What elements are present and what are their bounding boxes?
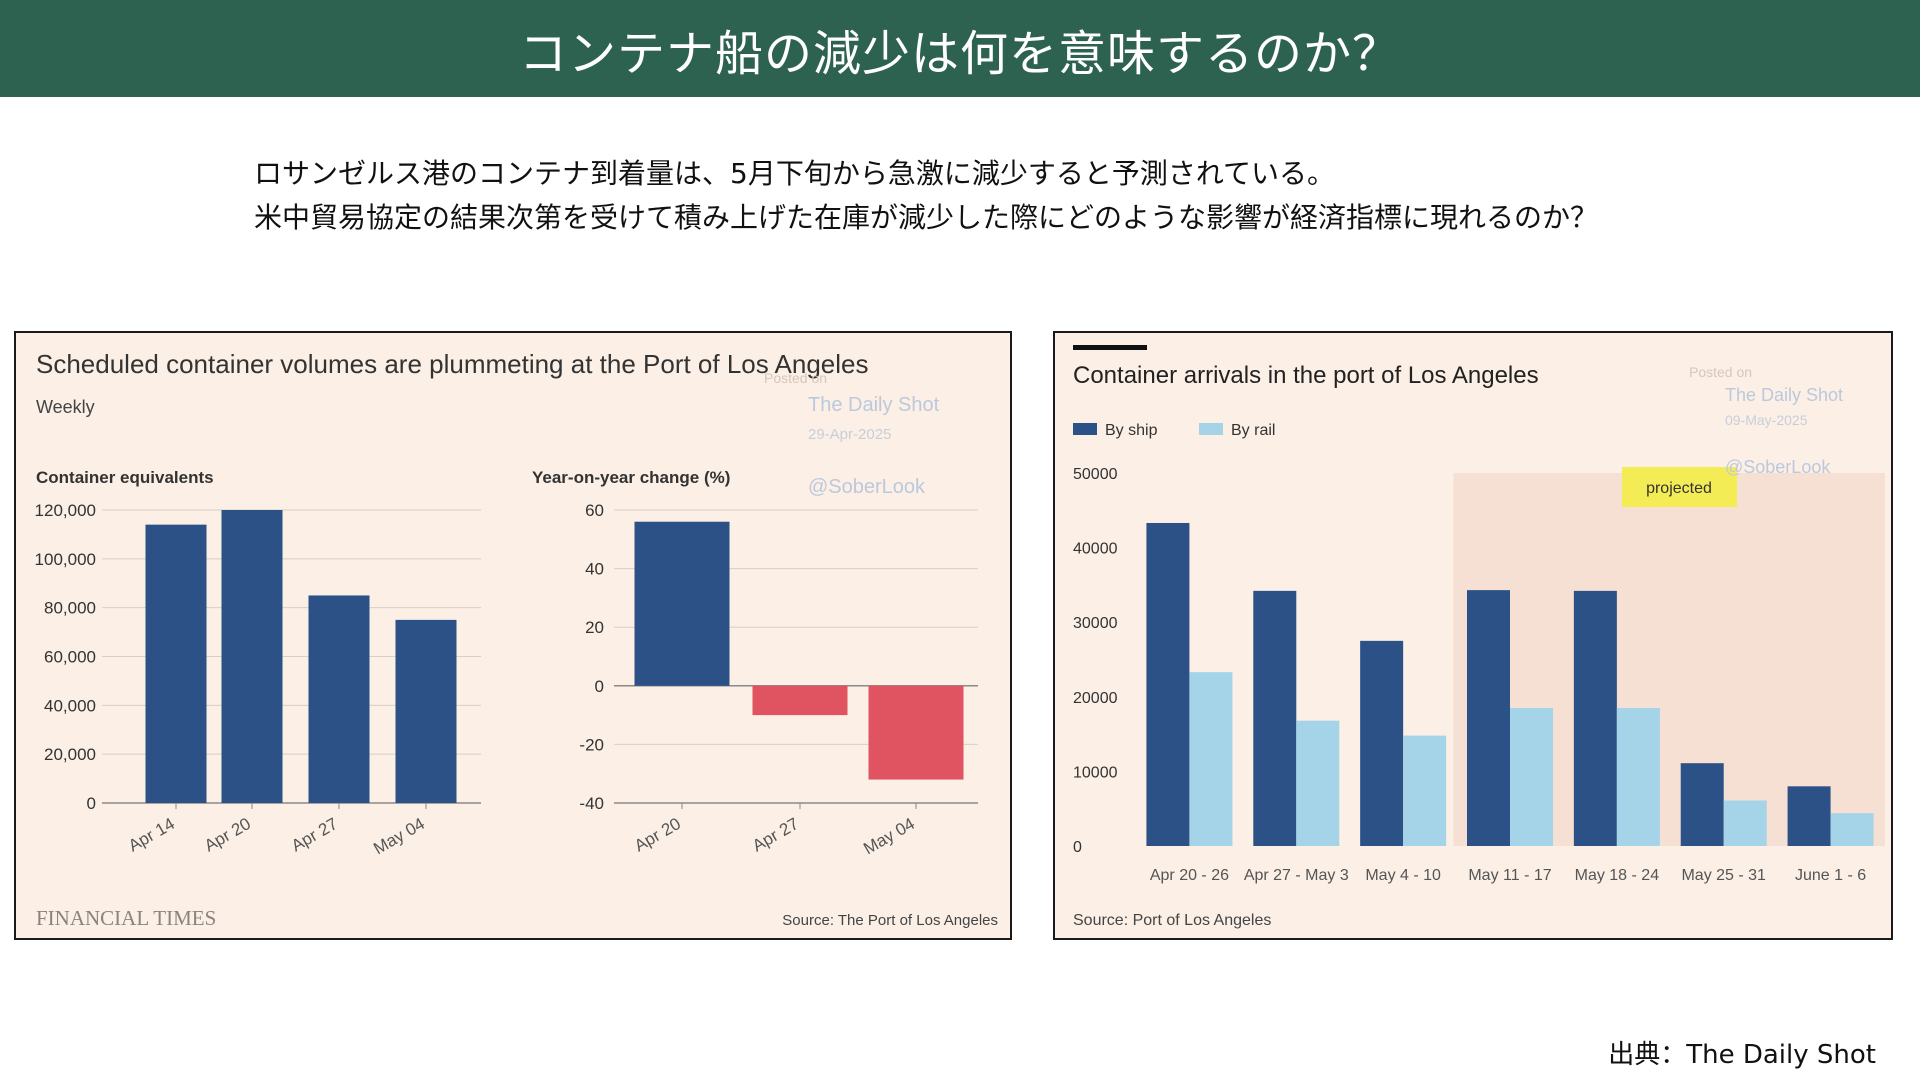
ft-watermark-date: 29-Apr-2025 <box>808 426 891 443</box>
ft-watermark-site: The Daily Shot <box>808 394 940 416</box>
yoy-x-tick-label: Apr 20 <box>631 814 684 856</box>
volumes-x-tick-label: May 04 <box>370 814 428 858</box>
volumes-bar <box>221 510 283 803</box>
arrivals-bar-by-ship <box>1146 522 1190 846</box>
yoy-y-tick-label: -20 <box>579 735 604 754</box>
yoy-y-tick-label: 40 <box>585 560 604 579</box>
arrivals-x-tick-label: Apr 20 - 26 <box>1150 867 1229 884</box>
volumes-y-tick-label: 120,000 <box>35 501 96 520</box>
arrivals-source: Source: Port of Los Angeles <box>1073 912 1271 929</box>
arrivals-x-tick-label: Apr 27 - May 3 <box>1244 867 1349 884</box>
arrivals-y-tick-label: 50000 <box>1073 466 1118 483</box>
volumes-y-tick-label: 100,000 <box>35 550 96 569</box>
legend-swatch-by-ship <box>1073 423 1097 435</box>
arrivals-chart-panel: Container arrivals in the port of Los An… <box>1053 331 1893 940</box>
arrivals-bar-by-ship <box>1467 590 1510 846</box>
arrivals-x-tick-label: May 11 - 17 <box>1468 867 1551 884</box>
arrivals-watermark-posted-on: Posted on <box>1689 364 1752 380</box>
ft-right-axis-title: Year-on-year change (%) <box>532 468 730 487</box>
volumes-y-tick-label: 20,000 <box>44 745 96 764</box>
legend-label-by-rail: By rail <box>1231 422 1275 439</box>
legend-label-by-ship: By ship <box>1105 422 1158 439</box>
intro-text: ロサンゼルス港のコンテナ到着量は、5月下旬から急激に減少すると予測されている。 … <box>254 152 1874 240</box>
volumes-y-tick-label: 80,000 <box>44 599 96 618</box>
arrivals-bar-by-ship <box>1253 590 1297 846</box>
yoy-y-tick-label: 60 <box>585 501 604 520</box>
header-accent-bar <box>1073 345 1147 350</box>
volumes-x-tick-label: Apr 27 <box>288 814 341 856</box>
yoy-x-tick-label: Apr 27 <box>749 814 802 856</box>
yoy-bar <box>868 685 964 780</box>
arrivals-watermark-handle: @SoberLook <box>1725 457 1831 477</box>
arrivals-chart: projected 50000 40000 30000 20000 10000 0 Apr 2… <box>1073 466 1885 884</box>
arrivals-chart-svg: Container arrivals in the port of Los An… <box>1073 345 1885 929</box>
volumes-x-tick-label: Apr 20 <box>201 814 254 856</box>
arrivals-y-tick-label: 10000 <box>1073 764 1118 781</box>
arrivals-bar-by-rail <box>1723 800 1767 846</box>
yoy-chart: 60 40 20 0 -20 -40 Apr 20 Apr 27 May 04 <box>579 501 978 858</box>
arrivals-legend: By ship By rail <box>1073 422 1275 439</box>
ft-chart-title: Scheduled container volumes are plummeti… <box>36 349 869 379</box>
volumes-y-tick-label: 0 <box>87 794 96 813</box>
arrivals-bar-by-ship <box>1360 640 1404 846</box>
volumes-x-tick-label: Apr 14 <box>125 814 178 856</box>
ft-watermark-handle: @SoberLook <box>808 476 926 498</box>
ft-chart-panel: Scheduled container volumes are plummeti… <box>14 331 1012 940</box>
ft-watermark-posted-on: Posted on <box>764 370 827 386</box>
yoy-bar <box>752 685 848 716</box>
arrivals-watermark-date: 09-May-2025 <box>1725 412 1808 428</box>
arrivals-x-tick-label: May 25 - 31 <box>1681 867 1766 884</box>
arrivals-y-tick-label: 0 <box>1073 839 1082 856</box>
yoy-x-tick-label: May 04 <box>860 814 918 858</box>
arrivals-bar-by-rail <box>1616 707 1660 846</box>
ft-left-axis-title: Container equivalents <box>36 468 214 487</box>
volumes-bar <box>145 524 207 803</box>
legend-swatch-by-rail <box>1199 423 1223 435</box>
arrivals-bar-by-rail <box>1296 720 1340 846</box>
volumes-y-tick-label: 60,000 <box>44 648 96 667</box>
arrivals-x-tick-label: May 4 - 10 <box>1365 867 1441 884</box>
arrivals-chart-title: Container arrivals in the port of Los An… <box>1073 362 1539 389</box>
volumes-bar <box>395 619 457 803</box>
arrivals-bar-by-rail <box>1189 672 1233 846</box>
arrivals-bar-by-rail <box>1830 813 1874 846</box>
volumes-bar <box>308 595 370 803</box>
intro-line-1: ロサンゼルス港のコンテナ到着量は、5月下旬から急激に減少すると予測されている。 <box>254 157 1335 190</box>
yoy-y-tick-label: 0 <box>595 677 604 696</box>
volumes-chart: 120,000 100,000 80,000 60,000 40,000 20,000 0 A… <box>35 501 481 858</box>
intro-line-2: 米中貿易協定の結果次第を受けて積み上げた在庫が減少した際にどのような影響が経済指… <box>254 201 1599 234</box>
ft-chart-subtitle: Weekly <box>36 397 95 417</box>
arrivals-watermark-site: The Daily Shot <box>1725 385 1843 405</box>
arrivals-bar-by-ship <box>1680 763 1724 846</box>
yoy-y-tick-label: 20 <box>585 618 604 637</box>
ft-brand-logo: FINANCIAL TIMES <box>36 906 216 930</box>
arrivals-y-tick-label: 40000 <box>1073 541 1118 558</box>
arrivals-x-tick-label: June 1 - 6 <box>1795 867 1866 884</box>
arrivals-x-tick-label: May 18 - 24 <box>1575 867 1660 884</box>
volumes-y-tick-label: 40,000 <box>44 696 96 715</box>
arrivals-bar-by-rail <box>1403 735 1447 846</box>
yoy-y-tick-label: -40 <box>579 794 604 813</box>
arrivals-bar-by-ship <box>1787 786 1831 846</box>
slide-title: コンテナ船の減少は何を意味するのか？ <box>518 25 1401 82</box>
arrivals-bar-by-ship <box>1573 590 1617 846</box>
yoy-bar <box>634 521 730 686</box>
ft-chart-svg: Scheduled container volumes are plummeti… <box>35 349 998 930</box>
slide-title-bar: コンテナ船の減少は何を意味するのか？ <box>0 0 1920 97</box>
ft-source: Source: The Port of Los Angeles <box>782 912 998 929</box>
arrivals-y-tick-label: 30000 <box>1073 615 1118 632</box>
arrivals-y-tick-label: 20000 <box>1073 690 1118 707</box>
slide-source-credit: 出典：The Daily Shot <box>1608 1040 1876 1070</box>
arrivals-bar-by-rail <box>1510 707 1553 846</box>
projected-label-box <box>1622 467 1737 507</box>
projected-label: projected <box>1646 480 1712 497</box>
